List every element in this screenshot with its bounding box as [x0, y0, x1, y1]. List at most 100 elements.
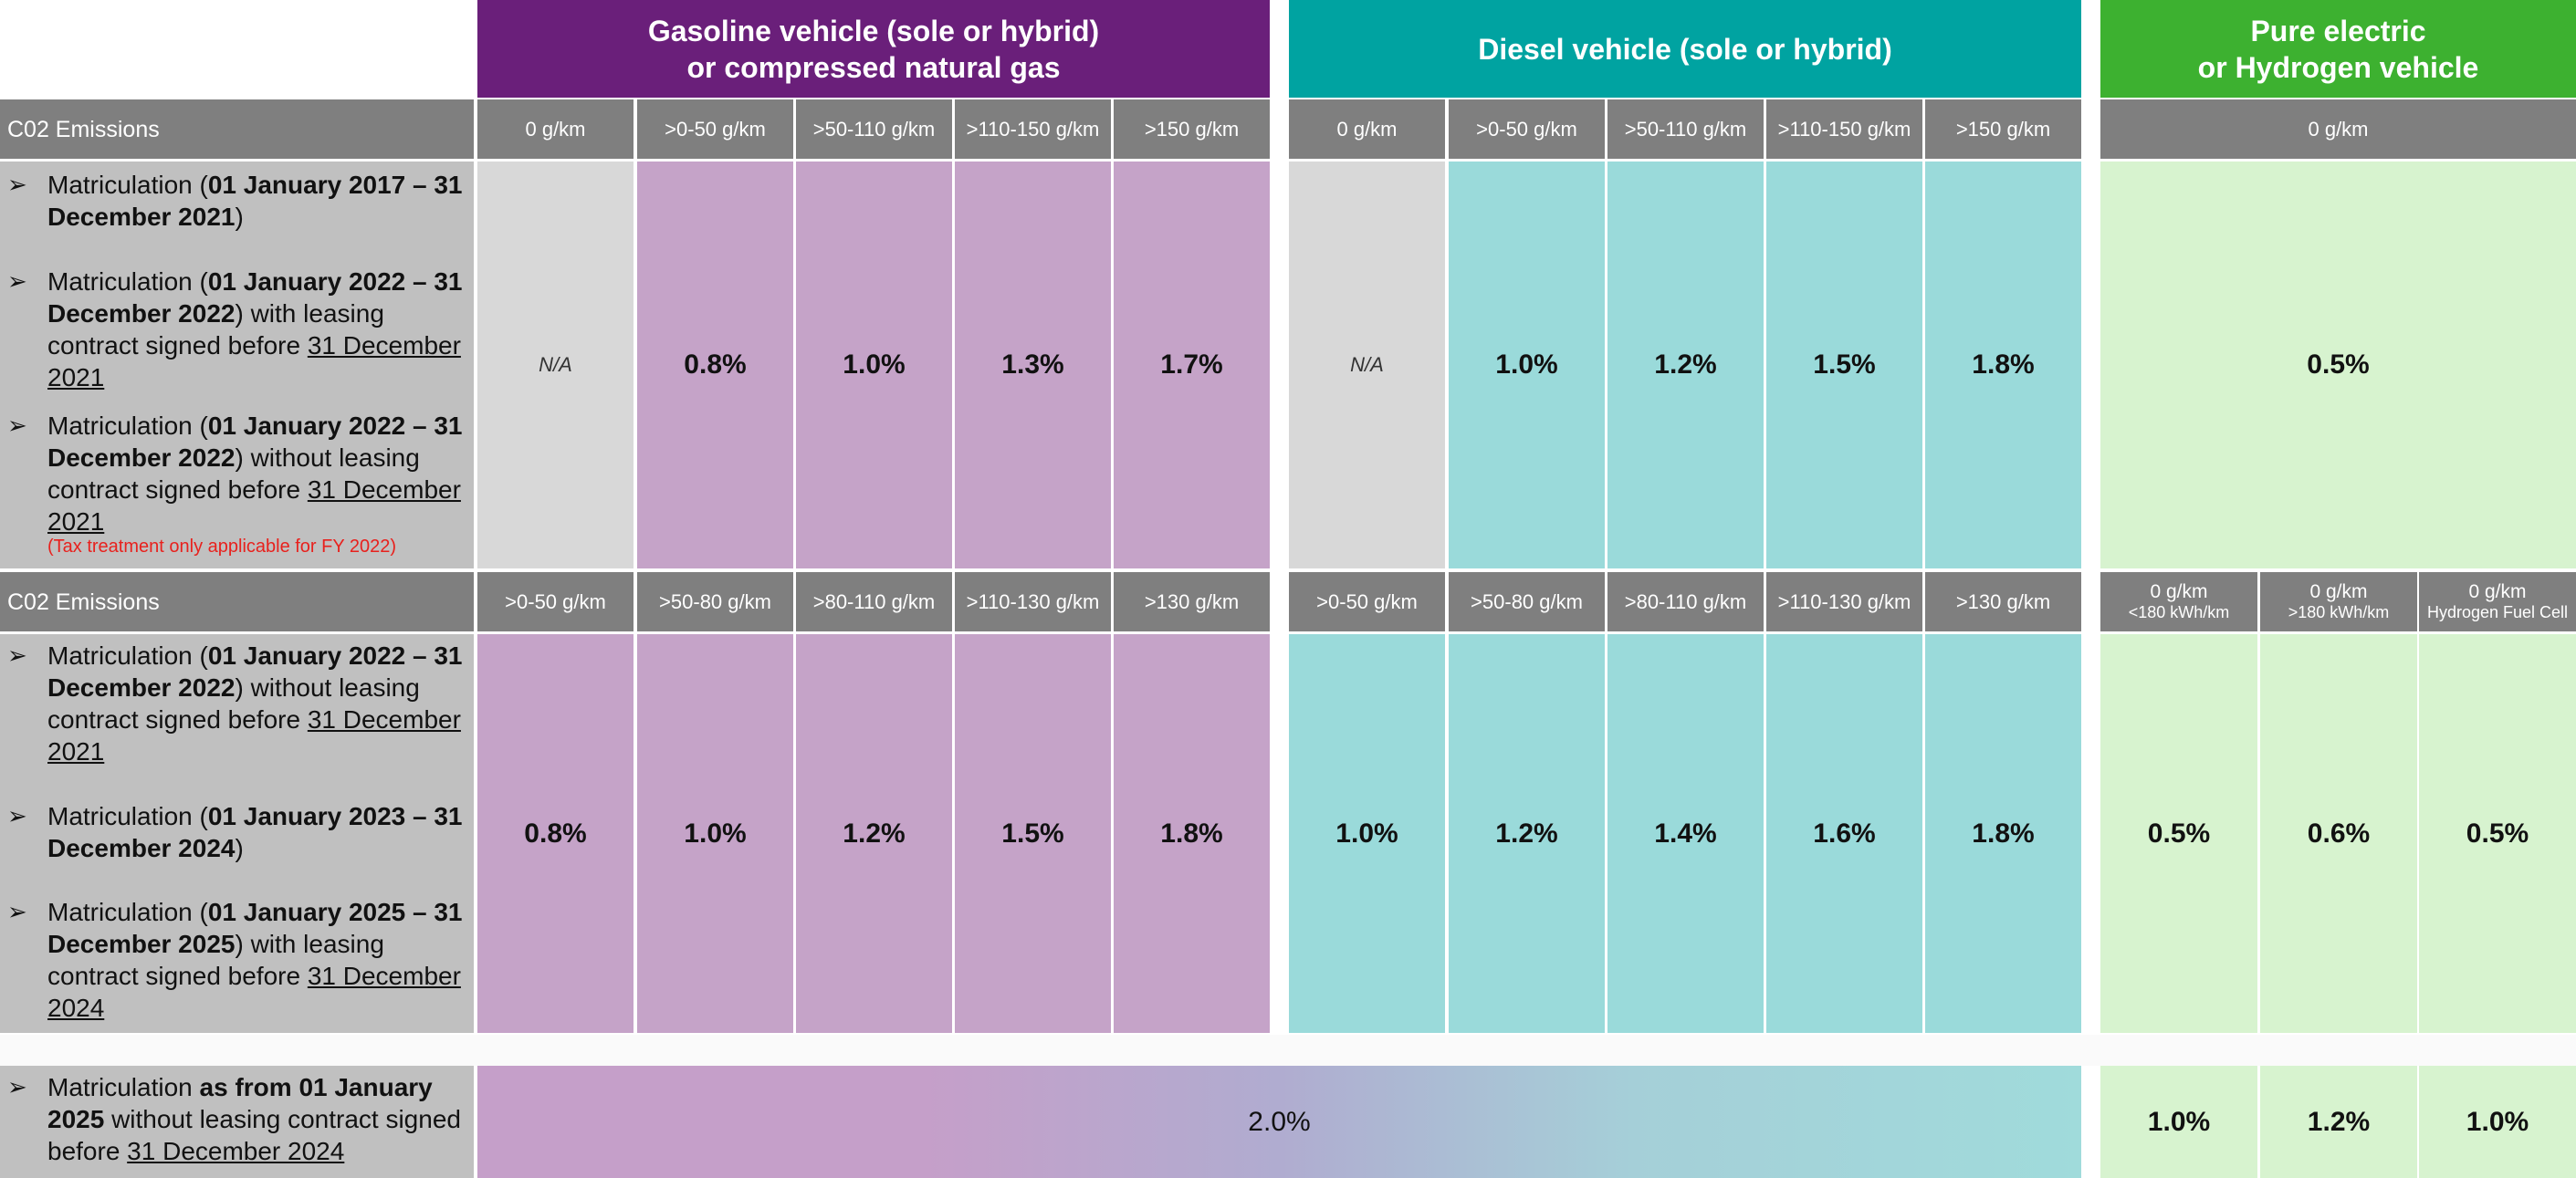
list-item: ➢ Matriculation (01 January 2017 – 31 De… — [7, 169, 465, 233]
list-item: ➢ Matriculation (01 January 2022 – 31 De… — [7, 640, 465, 767]
diesel-rate-2: 1.8% — [1925, 634, 2081, 1033]
diesel-rate-2: 1.2% — [1449, 634, 1605, 1033]
diesel-header: Diesel vehicle (sole or hybrid) — [1289, 0, 2081, 98]
diesel-rate-2: 1.0% — [1289, 634, 1445, 1033]
gasoline-band-1: >150 g/km — [1114, 99, 1270, 159]
electric-value-1: 0.5% — [2100, 162, 2576, 568]
gasoline-rate-1: 1.0% — [796, 162, 952, 568]
gasoline-rate-2: 0.8% — [477, 634, 634, 1033]
diesel-band-2: >110-130 g/km — [1766, 572, 1922, 631]
item-bold: 01 January 2025 – 31 December 2025 — [47, 898, 463, 958]
arrow-bullet-icon: ➢ — [7, 802, 27, 829]
item-text: Matriculation — [47, 1073, 200, 1101]
diesel-rate-1: 1.0% — [1449, 162, 1605, 568]
gasoline-band-2: >50-80 g/km — [637, 572, 793, 631]
arrow-bullet-icon: ➢ — [7, 412, 27, 439]
diesel-band-2: >0-50 g/km — [1289, 572, 1445, 631]
gasoline-band-1: >50-110 g/km — [796, 99, 952, 159]
electric-band-2: 0 g/km Hydrogen Fuel Cell — [2419, 572, 2576, 631]
diesel-rate-1: N/A — [1289, 162, 1445, 568]
electric-rate-3: 1.0% — [2419, 1066, 2576, 1178]
electric-rate-3: 1.2% — [2260, 1066, 2417, 1178]
co2-emissions-label-2: C02 Emissions — [0, 572, 474, 631]
gasoline-rate-1: 1.7% — [1114, 162, 1270, 568]
gasoline-rate-2: 1.2% — [796, 634, 952, 1033]
item-bold: 01 January 2017 – 31 December 2021 — [47, 171, 463, 231]
separator-band — [0, 1035, 2576, 1066]
list-item: ➢ Matriculation (01 January 2022 – 31 De… — [7, 410, 465, 537]
item-underline: 31 December 2021 — [47, 331, 461, 391]
arrow-bullet-icon: ➢ — [7, 641, 27, 669]
item-bold: 01 January 2022 – 31 December 2022 — [47, 412, 463, 472]
item-bold: 01 January 2022 – 31 December 2022 — [47, 267, 463, 328]
electric-band-2: 0 g/km <180 kWh/km — [2100, 572, 2257, 631]
gasoline-band-2: >80-110 g/km — [796, 572, 952, 631]
gasoline-band-1: >110-150 g/km — [955, 99, 1111, 159]
electric-rate-2: 0.5% — [2419, 634, 2576, 1033]
gasoline-band-2: >130 g/km — [1114, 572, 1270, 631]
item-text: ) with leasing contract signed before — [47, 930, 384, 990]
item-underline: 31 December 2021 — [47, 705, 461, 766]
electric-band-line2: <180 kWh/km — [2128, 602, 2230, 621]
electric-header: Pure electric or Hydrogen vehicle — [2100, 0, 2576, 98]
electric-band-line1: 0 g/km — [2150, 580, 2208, 602]
list-item: ➢ Matriculation as from 01 January 2025 … — [7, 1071, 465, 1167]
electric-rate-3: 1.0% — [2100, 1066, 2257, 1178]
diesel-band-1: >50-110 g/km — [1607, 99, 1764, 159]
item-text: Matriculation ( — [47, 412, 208, 440]
electric-rate-2: 0.5% — [2100, 634, 2257, 1033]
item-bold: 01 January 2023 – 31 December 2024 — [47, 802, 463, 862]
list-item: ➢ Matriculation (01 January 2023 – 31 De… — [7, 800, 465, 864]
combined-rate-band: 2.0% — [477, 1066, 2081, 1178]
gasoline-rate-2: 1.5% — [955, 634, 1111, 1033]
diesel-band-2: >130 g/km — [1925, 572, 2081, 631]
gasoline-band-2: >110-130 g/km — [955, 572, 1111, 631]
electric-band-2: 0 g/km >180 kWh/km — [2260, 572, 2417, 631]
gasoline-header: Gasoline vehicle (sole or hybrid) or com… — [477, 0, 1270, 98]
gasoline-rate-2: 1.0% — [637, 634, 793, 1033]
diesel-band-1: 0 g/km — [1289, 99, 1445, 159]
diesel-rate-1: 1.5% — [1766, 162, 1922, 568]
item-text: Matriculation ( — [47, 641, 208, 670]
item-text: ) — [235, 203, 244, 231]
gasoline-band-2: >0-50 g/km — [477, 572, 634, 631]
diesel-rate-1: 1.8% — [1925, 162, 2081, 568]
arrow-bullet-icon: ➢ — [7, 267, 27, 295]
electric-band-line2: Hydrogen Fuel Cell — [2426, 602, 2569, 621]
list-item: ➢ Matriculation (01 January 2022 – 31 De… — [7, 266, 465, 393]
gasoline-rate-1: 1.3% — [955, 162, 1111, 568]
item-text: ) with leasing contract signed before — [47, 299, 384, 360]
item-text: ) — [235, 834, 244, 862]
gasoline-rate-1: N/A — [477, 162, 634, 568]
item-text: Matriculation ( — [47, 171, 208, 199]
electric-band-line1: 0 g/km — [2468, 580, 2527, 602]
electric-band-line2: >180 kWh/km — [2288, 602, 2390, 621]
item-text: without leasing contract signed before — [47, 1105, 461, 1165]
list-item: ➢ Matriculation (01 January 2025 – 31 De… — [7, 896, 465, 1024]
gasoline-band-1: 0 g/km — [477, 99, 634, 159]
tax-note: (Tax treatment only applicable for FY 20… — [47, 537, 397, 557]
diesel-band-2: >50-80 g/km — [1449, 572, 1605, 631]
electric-rate-2: 0.6% — [2260, 634, 2417, 1033]
gasoline-rate-2: 1.8% — [1114, 634, 1270, 1033]
diesel-band-1: >150 g/km — [1925, 99, 2081, 159]
arrow-bullet-icon: ➢ — [7, 898, 27, 925]
diesel-band-1: >0-50 g/km — [1449, 99, 1605, 159]
item-text: Matriculation ( — [47, 802, 208, 830]
arrow-bullet-icon: ➢ — [7, 171, 27, 198]
section3-label-block: ➢ Matriculation as from 01 January 2025 … — [0, 1066, 474, 1178]
section1-label-block: ➢ Matriculation (01 January 2017 – 31 De… — [0, 162, 474, 568]
arrow-bullet-icon: ➢ — [7, 1073, 27, 1100]
co2-emissions-label-1: C02 Emissions — [0, 99, 474, 159]
item-text: ) without leasing contract signed before — [47, 443, 420, 504]
item-text: Matriculation ( — [47, 898, 208, 926]
electric-band-line1: 0 g/km — [2309, 580, 2368, 602]
item-underline: 31 December 2021 — [47, 475, 461, 536]
section2-label-block: ➢ Matriculation (01 January 2022 – 31 De… — [0, 634, 474, 1033]
gasoline-band-1: >0-50 g/km — [637, 99, 793, 159]
diesel-band-1: >110-150 g/km — [1766, 99, 1922, 159]
diesel-band-2: >80-110 g/km — [1607, 572, 1764, 631]
item-underline: 31 December 2024 — [127, 1137, 345, 1165]
item-bold: 01 January 2022 – 31 December 2022 — [47, 641, 463, 702]
gasoline-rate-1: 0.8% — [637, 162, 793, 568]
